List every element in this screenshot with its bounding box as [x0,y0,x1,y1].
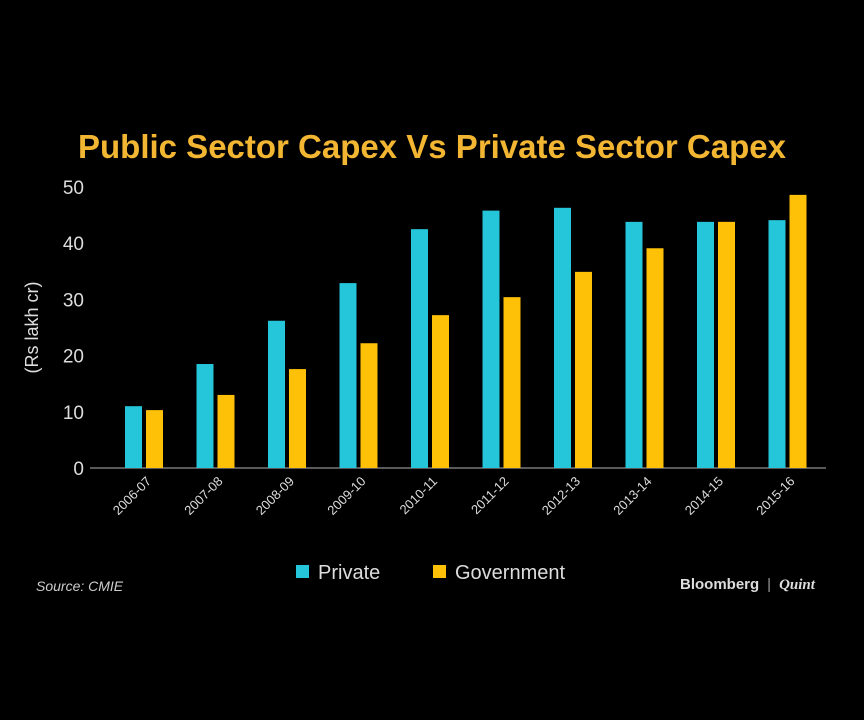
y-tick-label: 30 [63,290,84,311]
y-tick-label: 50 [63,178,84,199]
x-tick-label: 2011-12 [468,474,512,518]
bar-private-2009-10 [339,283,357,468]
x-tick-label: 2006-07 [110,474,154,518]
bar-government-2014-15 [718,221,735,468]
bar-private-2014-15 [697,221,714,468]
bar-government-2006-07 [146,410,163,468]
bar-government-2013-14 [646,248,664,468]
x-tick-label: 2014-15 [682,474,726,518]
y-axis-label: (Rs lakh cr) [22,281,42,373]
brand-bloomberg: Bloomberg [680,576,760,593]
bar-private-2010-11 [411,229,428,468]
chart-title: Public Sector Capex Vs Private Sector Ca… [78,128,786,165]
legend-swatch-government [433,565,446,578]
bar-private-2006-07 [125,406,142,468]
x-tick-label: 2012-13 [539,474,583,518]
legend-swatch-private [296,565,309,578]
bar-government-2010-11 [432,315,449,468]
brand-quint: Quint [779,577,815,593]
bar-government-2011-12 [503,297,521,468]
bar-government-2012-13 [575,271,592,468]
legend-label-private: Private [318,562,380,584]
bar-government-2009-10 [360,343,378,468]
x-tick-label: 2009-10 [324,474,368,518]
bar-government-2007-08 [217,394,235,468]
bar-private-2007-08 [196,364,214,468]
x-tick-label: 2013-14 [610,474,654,518]
bar-private-2012-13 [554,207,571,468]
source-note: Source: CMIE [36,578,124,594]
bar-private-2015-16 [768,220,786,468]
y-tick-label: 10 [63,403,84,424]
x-tick-label: 2010-11 [396,474,440,518]
x-tick-label: 2015-16 [753,474,797,518]
y-tick-label: 0 [73,459,84,480]
legend-label-government: Government [455,562,565,584]
bar-private-2011-12 [482,210,500,468]
bar-government-2008-09 [289,369,306,468]
bar-government-2015-16 [789,194,807,469]
x-tick-label: 2007-08 [181,474,225,518]
y-tick-label: 40 [63,234,84,255]
brand-logo: Bloomberg | Quint [680,576,815,594]
x-tick-label: 2008-09 [253,474,297,518]
brand-separator: | [767,576,772,593]
bar-private-2013-14 [625,221,643,468]
bar-private-2008-09 [268,320,285,468]
y-tick-label: 20 [63,347,84,368]
